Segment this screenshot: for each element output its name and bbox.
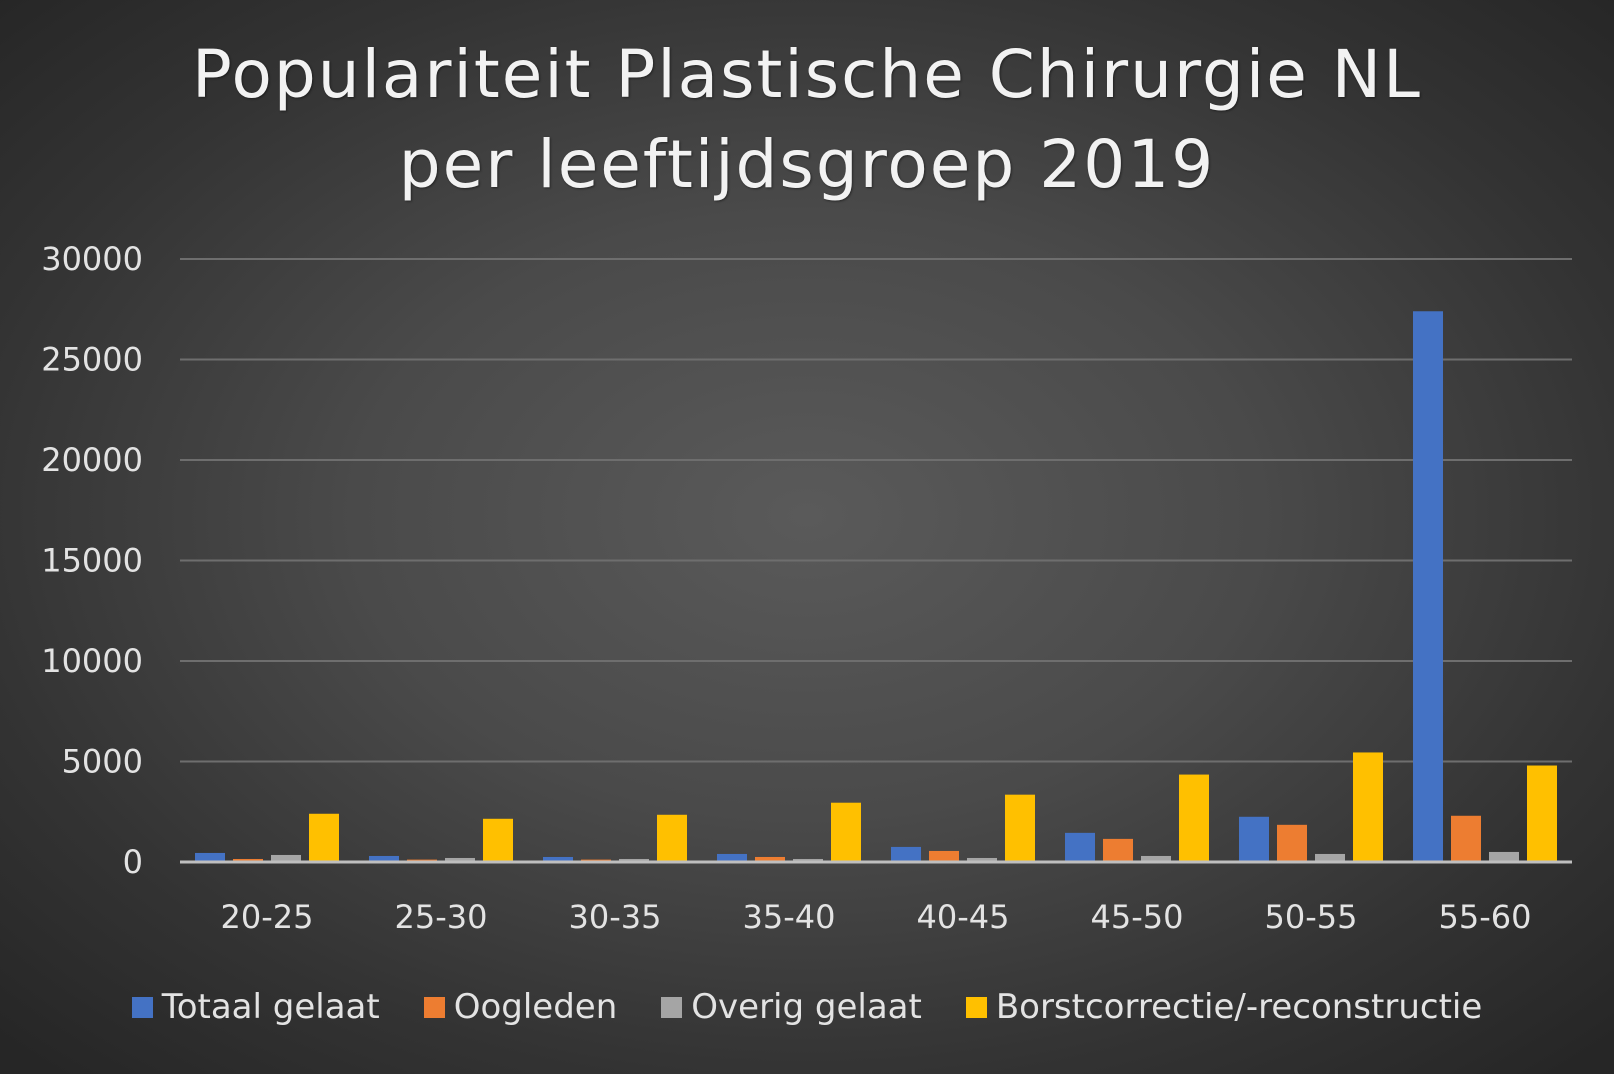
bar-overig-gelaat-20-25 (271, 854, 301, 862)
y-tick-label: 30000 (41, 240, 143, 278)
x-tick-label: 40-45 (917, 898, 1010, 936)
y-tick-label: 20000 (41, 441, 143, 479)
y-tick-label: 25000 (41, 341, 143, 379)
legend-swatch (661, 996, 683, 1018)
x-tick-label: 30-35 (569, 898, 662, 936)
bar-overig-gelaat-55-60 (1489, 851, 1519, 862)
bar-borstcorrectie-reconstructie-50-55 (1353, 752, 1383, 862)
bar-borstcorrectie-reconstructie-35-40 (831, 802, 861, 862)
bar-overig-gelaat-50-55 (1315, 853, 1345, 862)
bar-totaal-gelaat-25-30 (369, 855, 399, 862)
bar-borstcorrectie-reconstructie-40-45 (1005, 794, 1035, 862)
bar-overig-gelaat-30-35 (619, 858, 649, 862)
y-tick-label: 10000 (41, 642, 143, 680)
bar-oogleden-50-55 (1277, 824, 1307, 862)
bar-borstcorrectie-reconstructie-20-25 (309, 813, 339, 862)
legend-swatch (131, 996, 153, 1018)
chart-title-line-2: per leeftijdsgroep 2019 (398, 126, 1216, 203)
x-tick-label: 35-40 (743, 898, 836, 936)
bar-oogleden-55-60 (1451, 815, 1481, 862)
bar-totaal-gelaat-30-35 (543, 856, 573, 862)
x-tick-label: 20-25 (221, 898, 314, 936)
bar-borstcorrectie-reconstructie-45-50 (1179, 774, 1209, 862)
bar-oogleden-40-45 (929, 850, 959, 862)
bar-borstcorrectie-reconstructie-25-30 (483, 818, 513, 862)
chart-title-line-1: Populariteit Plastische Chirurgie NL (192, 36, 1422, 113)
legend-item: Overig gelaat (661, 987, 922, 1027)
chart-title: Populariteit Plastische Chirurgie NL per… (0, 30, 1614, 210)
legend-item: Oogleden (423, 987, 618, 1027)
bar-totaal-gelaat-50-55 (1239, 816, 1269, 862)
bar-oogleden-35-40 (755, 856, 785, 862)
y-tick-label: 15000 (41, 542, 143, 580)
bar-totaal-gelaat-45-50 (1065, 832, 1095, 862)
x-tick-label: 45-50 (1091, 898, 1184, 936)
legend-label: Borstcorrectie/-reconstructie (995, 987, 1483, 1027)
bar-totaal-gelaat-55-60 (1413, 311, 1443, 862)
bar-overig-gelaat-40-45 (967, 857, 997, 862)
bar-overig-gelaat-35-40 (793, 858, 823, 862)
legend-swatch (423, 996, 445, 1018)
legend-item: Totaal gelaat (131, 987, 380, 1027)
legend-label: Totaal gelaat (161, 987, 380, 1027)
bar-oogleden-45-50 (1103, 838, 1133, 862)
bar-overig-gelaat-25-30 (445, 857, 475, 862)
chart-legend: Totaal gelaat Oogleden Overig gelaat Borstc… (0, 982, 1614, 1032)
bar-borstcorrectie-reconstructie-55-60 (1527, 765, 1557, 862)
bar-totaal-gelaat-40-45 (891, 846, 921, 862)
bar-totaal-gelaat-20-25 (195, 852, 225, 862)
bar-borstcorrectie-reconstructie-30-35 (657, 814, 687, 862)
bar-oogleden-20-25 (233, 858, 263, 862)
legend-item: Borstcorrectie/-reconstructie (965, 987, 1483, 1027)
x-tick-label: 55-60 (1439, 898, 1532, 936)
legend-label: Oogleden (453, 987, 618, 1027)
y-tick-label: 5000 (62, 743, 143, 781)
legend-label: Overig gelaat (691, 987, 922, 1027)
bar-overig-gelaat-45-50 (1141, 855, 1171, 862)
legend-swatch (965, 996, 987, 1018)
x-tick-label: 50-55 (1265, 898, 1358, 936)
bar-totaal-gelaat-35-40 (717, 853, 747, 862)
y-tick-label: 0 (123, 843, 143, 881)
x-tick-label: 25-30 (395, 898, 488, 936)
